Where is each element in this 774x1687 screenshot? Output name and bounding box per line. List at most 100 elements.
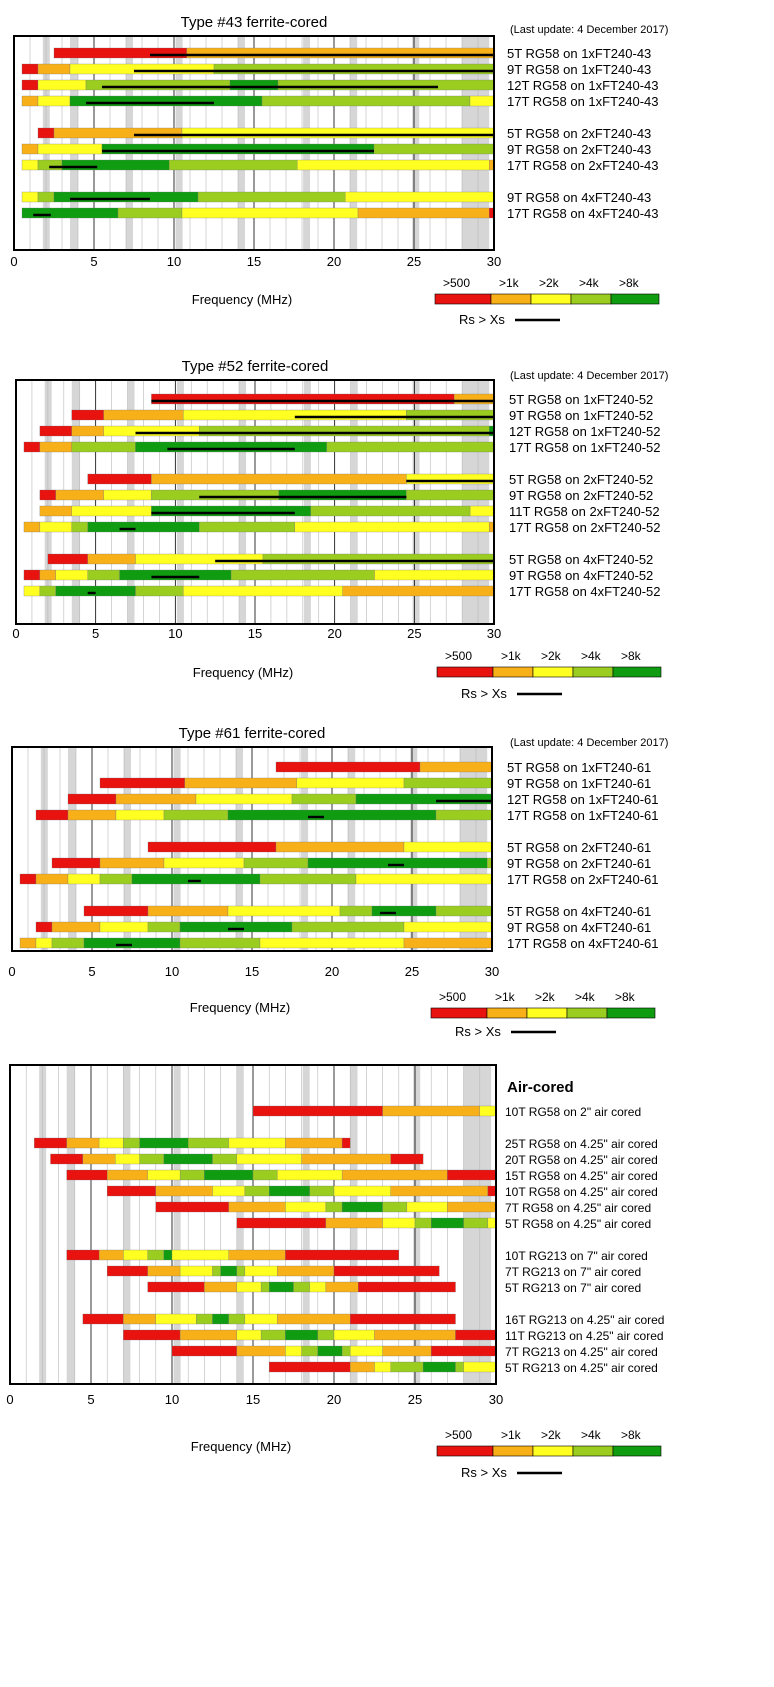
tick-label: 25 (407, 254, 421, 269)
band-shade (123, 1065, 131, 1384)
bar-segment (252, 1105, 383, 1117)
bar-segment (85, 79, 231, 91)
bar-segment (195, 793, 293, 805)
bar-segment (135, 441, 327, 453)
row-label: 5T RG58 on 2xFT240-61 (507, 840, 651, 855)
bar-segment (53, 127, 183, 139)
row-label: 25T RG58 on 4.25" air cored (505, 1137, 658, 1151)
band-shade (350, 380, 358, 624)
bar-segment (296, 777, 405, 789)
x-axis-label: Frequency (MHz) (193, 665, 293, 680)
legend-label: >1k (501, 649, 522, 663)
bar-segment (169, 159, 298, 171)
bar-segment (463, 1217, 489, 1229)
tick-label: 25 (408, 1392, 422, 1407)
row-label: 17T RG58 on 1xFT240-61 (507, 808, 659, 823)
bar-segment (87, 473, 152, 485)
bar-segment (147, 905, 229, 917)
bar-segment (53, 47, 187, 59)
bar-segment (147, 1265, 181, 1277)
band-shade (126, 36, 133, 250)
bar-segment (382, 1105, 480, 1117)
row-label: 9T RG58 on 2xFT240-43 (507, 142, 651, 157)
bar-segment (39, 505, 72, 517)
bar-segment (227, 905, 341, 917)
bar-segment (285, 1137, 343, 1149)
bar-segment (171, 1249, 229, 1261)
bar-segment (373, 143, 495, 155)
tick-label: 30 (487, 254, 501, 269)
row-label: 17T RG58 on 1xFT240-52 (509, 440, 661, 455)
update-note: (Last update: 4 December 2017) (510, 370, 668, 382)
bar-segment (37, 191, 55, 203)
legend-swatch (530, 293, 572, 305)
row-label: 5T RG58 on 4.25" air cored (505, 1217, 651, 1231)
bar-segment (307, 857, 488, 869)
bar-segment (382, 1217, 416, 1229)
bar-segment (186, 47, 495, 59)
bar-segment (244, 1265, 278, 1277)
bar-segment (181, 207, 359, 219)
legend-label: >4k (575, 990, 596, 1004)
legend-label: >500 (443, 276, 470, 290)
bar-segment (301, 1345, 318, 1357)
bar-segment (98, 1249, 124, 1261)
row-label: 5T RG58 on 2xFT240-43 (507, 126, 651, 141)
bar-segment (236, 1153, 302, 1165)
bar-segment (55, 585, 136, 597)
chart-title: Type #43 ferrite-cored (181, 14, 328, 31)
legend-label: >2k (535, 990, 556, 1004)
bar-segment (19, 937, 37, 949)
bar-segment (341, 1169, 448, 1181)
bar-segment (147, 921, 181, 933)
bar-segment (487, 1185, 497, 1197)
bar-segment (275, 761, 421, 773)
row-label: 10T RG58 on 4.25" air cored (505, 1185, 658, 1199)
legend-label: >4k (581, 1428, 602, 1442)
bar-segment (406, 489, 495, 501)
row-label: 5T RG58 on 2xFT240-52 (509, 472, 653, 487)
bar-segment (310, 505, 471, 517)
bar-segment (342, 585, 495, 597)
bar-segment (69, 95, 263, 107)
update-note: (Last update: 4 December 2017) (510, 737, 668, 749)
legend-swatch (572, 1445, 614, 1457)
bar-segment (23, 441, 41, 453)
bar-segment (341, 1201, 383, 1213)
bar-segment (37, 95, 71, 107)
bar-segment (406, 1201, 448, 1213)
bar-segment (37, 63, 71, 75)
bar-segment (67, 793, 117, 805)
bar-segment (39, 441, 72, 453)
row-label: 15T RG58 on 4.25" air cored (505, 1169, 658, 1183)
bar-segment (23, 569, 41, 581)
bar-segment (82, 1313, 124, 1325)
bar-segment (71, 505, 152, 517)
bar-segment (285, 1329, 318, 1341)
bar-segment (199, 521, 295, 533)
band-shade (303, 36, 311, 250)
tick-label: 15 (247, 254, 261, 269)
bar-segment (21, 191, 39, 203)
bar-segment (374, 1329, 456, 1341)
row-label: 9T RG58 on 1xFT240-43 (507, 62, 651, 77)
tick-label: 20 (327, 626, 341, 641)
bar-segment (151, 505, 311, 517)
legend-swatch (490, 293, 532, 305)
x-axis-label: Frequency (MHz) (191, 1439, 291, 1454)
bar-segment (21, 63, 39, 75)
legend-swatch (612, 666, 662, 678)
bar-segment (339, 905, 373, 917)
bar-segment (277, 79, 495, 91)
bar-segment (403, 921, 493, 933)
bar-segment (431, 1345, 497, 1357)
bar-segment (147, 1249, 165, 1261)
bar-segment (212, 1265, 221, 1277)
tick-label: 30 (485, 964, 499, 979)
bar-segment (317, 1329, 335, 1341)
bar-segment (382, 1345, 432, 1357)
bar-segment (275, 841, 405, 853)
